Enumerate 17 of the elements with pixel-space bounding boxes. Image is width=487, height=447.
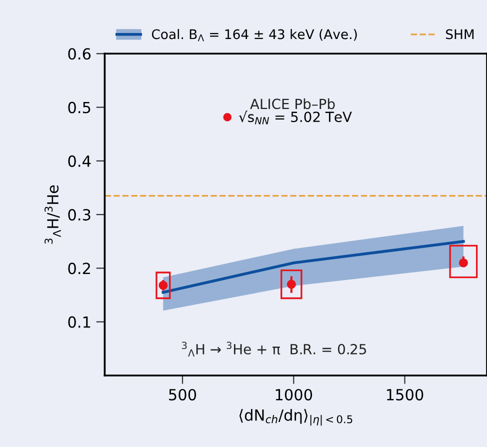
y-tick-label: 0.5: [68, 102, 90, 114]
bar: [280, 270, 302, 300]
x-tick-label: 1000: [276, 388, 312, 400]
annotation: ALICE Pb–Pb: [250, 98, 335, 110]
y-tick-label: 0.4: [68, 155, 91, 167]
legend-label: SHM: [446, 29, 474, 40]
annotation: $^{3}$$_{Λ}$H → $^{3}$He + π B.R. = 0.25: [182, 342, 366, 357]
legend-label: √s$_{NN}$ = 5.02 TeV: [238, 110, 352, 124]
x-tick-label: 500: [169, 388, 196, 400]
legend-label: Coal. B$_{Λ}$ = 164 ± 43 keV (Ave.): [152, 28, 357, 42]
x-axis-title: ⟨dN$_{ch}$/dη⟩$_{|η|<0.5}$: [239, 409, 352, 426]
y-axis-title: $^{3}$$_{Λ}$H/$^{3}$He: [44, 185, 61, 244]
y-tick-label: 0.1: [68, 316, 90, 328]
y-tick-label: 0.2: [68, 262, 90, 274]
y-tick-label: 0.6: [68, 48, 91, 60]
x-tick-label: 1500: [387, 388, 424, 400]
y-tick-label: 0.3: [68, 209, 90, 221]
